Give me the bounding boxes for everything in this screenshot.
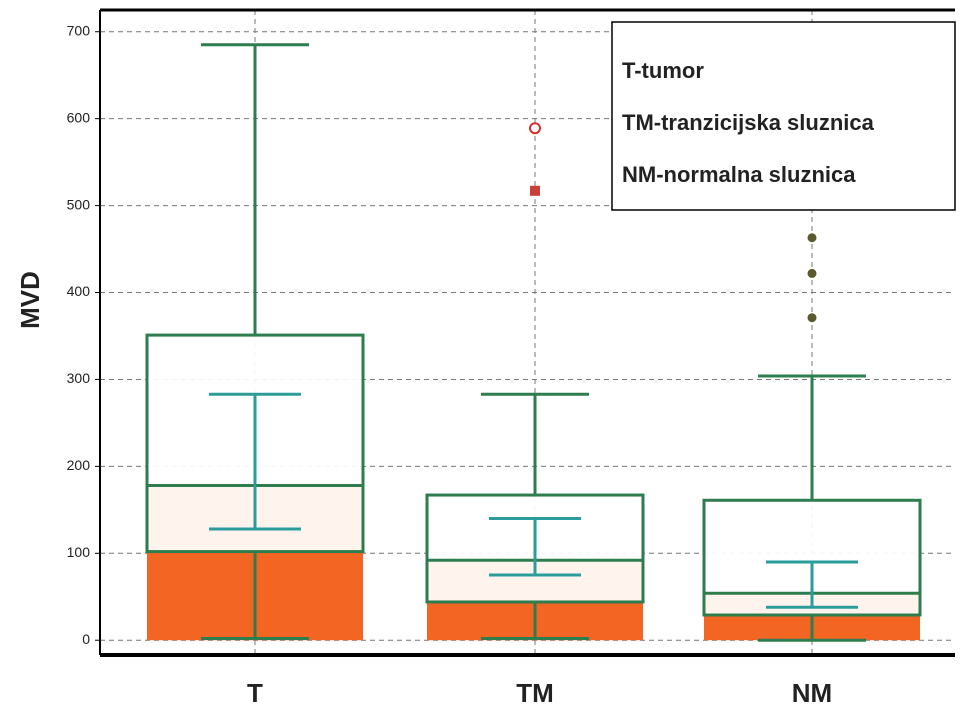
- outlier: [807, 233, 817, 243]
- legend-box: [611, 21, 956, 211]
- outlier: [530, 185, 540, 196]
- y-tick-label: 300: [67, 370, 91, 386]
- outlier: [807, 268, 817, 278]
- outlier: [807, 313, 817, 323]
- y-tick-label: 200: [67, 457, 91, 473]
- legend-entry: NM-normalna sluznica: [622, 162, 856, 187]
- y-tick-label: 400: [67, 283, 91, 299]
- y-axis-label: MVD: [15, 271, 45, 329]
- outlier: [529, 122, 541, 135]
- y-tick-label: 0: [82, 631, 90, 647]
- y-tick-label: 700: [67, 22, 91, 38]
- y-tick-label: 600: [67, 109, 91, 125]
- legend-entry: TM-tranzicijska sluznica: [622, 110, 875, 135]
- x-tick-label: TM: [516, 678, 554, 708]
- legend-entry: T-tumor: [622, 58, 704, 83]
- x-tick-label: T: [247, 678, 263, 708]
- y-tick-label: 100: [67, 544, 91, 560]
- y-tick-label: 500: [67, 196, 91, 212]
- x-tick-label: NM: [792, 678, 832, 708]
